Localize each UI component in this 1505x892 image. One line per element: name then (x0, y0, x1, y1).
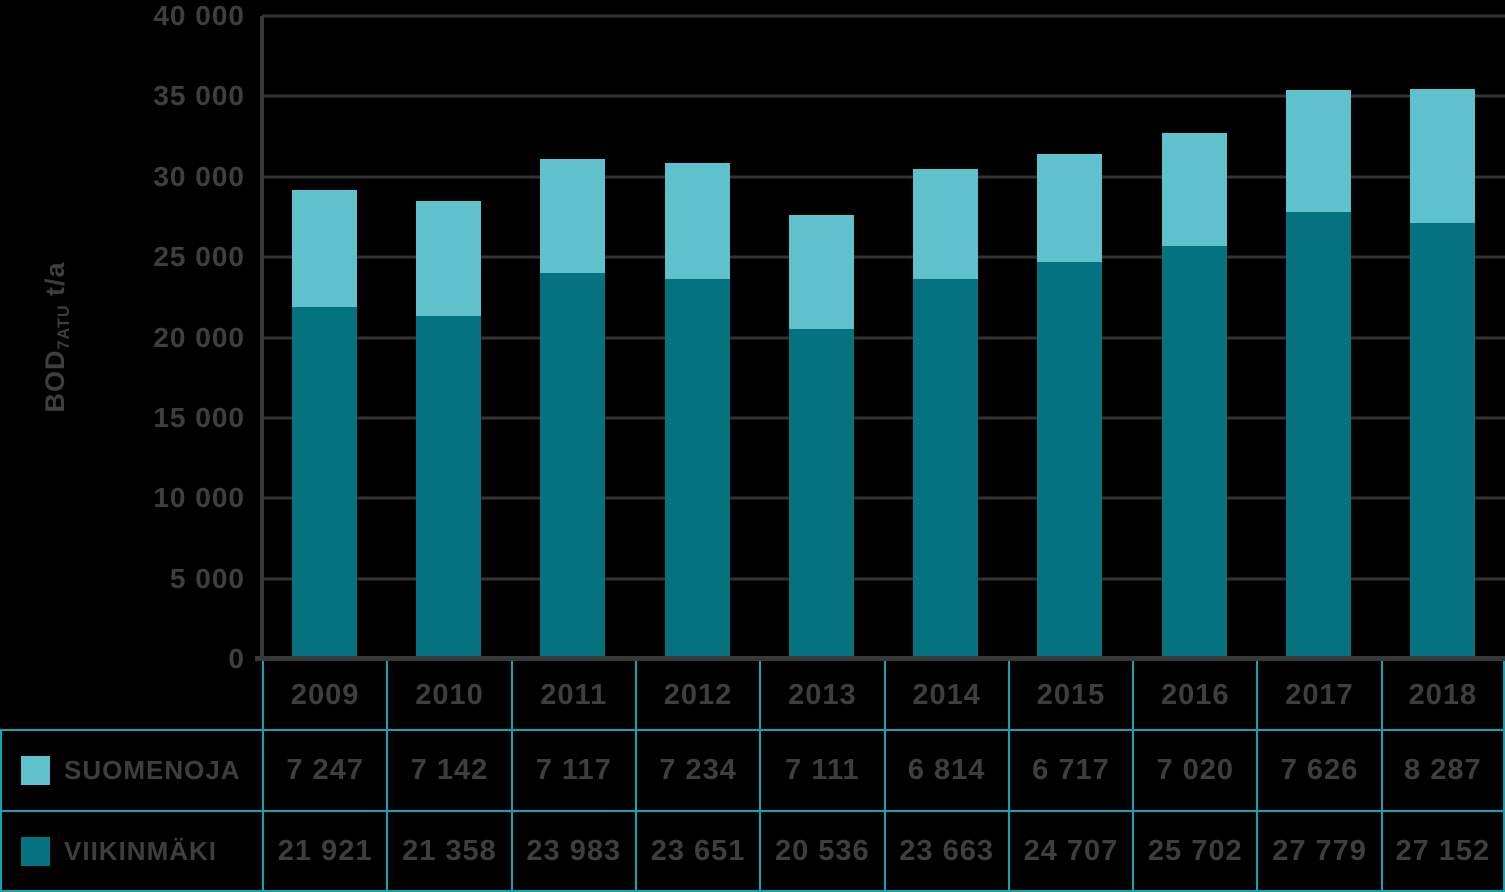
value-cell: 23 651 (634, 812, 760, 892)
value-cell: 20 536 (759, 812, 884, 892)
value-cell: 23 983 (510, 812, 635, 892)
y-axis-tick-label: 0 (228, 643, 245, 674)
gridline (262, 94, 1505, 98)
bar-segment-viikinmaki-2018 (1410, 222, 1476, 659)
bar-segment-suomenoja-2018 (1410, 89, 1476, 223)
bar-segment-suomenoja-2014 (913, 169, 979, 279)
bar-segment-viikinmaki-2014 (913, 278, 979, 659)
legend-cell-suomenoja: SUOMENOJA (0, 731, 262, 812)
plot-area (262, 14, 1505, 659)
bar-segment-suomenoja-2011 (540, 159, 606, 274)
y-axis-tick-label: 20 000 (153, 321, 245, 353)
bar-2016 (1132, 16, 1256, 659)
bar-segment-suomenoja-2009 (291, 190, 357, 307)
year-header-cell: 2013 (759, 661, 884, 731)
year-header-cell: 2016 (1132, 661, 1257, 731)
value-cell: 6 814 (883, 731, 1008, 812)
bar-segment-suomenoja-2012 (664, 162, 730, 279)
bar-segment-suomenoja-2010 (415, 200, 481, 316)
bar-2012 (635, 16, 759, 659)
gridline (262, 14, 1505, 18)
bar-segment-viikinmaki-2012 (664, 278, 730, 659)
y-axis-tick-label: 30 000 (153, 160, 245, 192)
y-axis-tick-label: 5 000 (169, 562, 245, 594)
value-cell: 27 779 (1256, 812, 1381, 892)
year-header-cell: 2018 (1380, 661, 1505, 731)
bar-segment-viikinmaki-2015 (1037, 261, 1103, 659)
gridline (262, 336, 1505, 339)
value-cell: 6 717 (1007, 731, 1133, 812)
bar-segment-viikinmaki-2017 (1286, 212, 1352, 659)
gridline (262, 416, 1505, 420)
bar-segment-suomenoja-2013 (788, 214, 854, 329)
bar-2018 (1381, 16, 1505, 659)
legend-swatch-viikinmaki (21, 836, 50, 866)
y-axis-tick-label: 35 000 (153, 80, 245, 112)
year-header-cell: 2017 (1256, 661, 1381, 731)
value-cell: 7 111 (759, 731, 884, 812)
value-cell: 8 287 (1380, 731, 1505, 812)
table-corner-cell (0, 661, 262, 731)
bar-2013 (759, 16, 883, 659)
value-cell: 7 117 (510, 731, 635, 812)
year-header-cell: 2009 (262, 661, 387, 731)
legend-label: SUOMENOJA (64, 755, 241, 785)
value-cell: 7 247 (262, 731, 387, 812)
legend-label: VIIKINMÄKI (64, 835, 217, 866)
y-axis-tick-label: 40 000 (153, 0, 245, 31)
value-cell: 23 663 (883, 812, 1008, 892)
x-axis-line (255, 656, 1505, 661)
value-cell: 25 702 (1132, 812, 1257, 892)
bar-2015 (1008, 16, 1132, 659)
year-header-cell: 2011 (510, 661, 635, 731)
legend-swatch-suomenoja (21, 756, 50, 785)
data-table: 2009 2010 2011 2012 2013 2014 2015 2016 2017 2018… (0, 661, 1505, 892)
bar-2010 (386, 16, 510, 659)
year-header-cell: 2010 (386, 661, 511, 731)
y-axis-tick-labels: 40 000 35 000 30 000 25 000 20 000 15 000 10 0… (0, 0, 245, 673)
bar-segment-viikinmaki-2010 (415, 315, 481, 659)
y-axis-tick-label: 15 000 (153, 401, 245, 433)
gridline (262, 175, 1505, 179)
bar-2009 (262, 16, 386, 659)
gridline (262, 496, 1505, 500)
bar-segment-suomenoja-2017 (1286, 89, 1352, 213)
value-cell: 21 358 (386, 812, 511, 892)
bar-segment-viikinmaki-2013 (788, 328, 854, 659)
value-cell: 7 142 (386, 731, 511, 812)
year-header-cell: 2012 (634, 661, 760, 731)
value-cell: 21 921 (262, 812, 387, 892)
value-cell: 7 626 (1256, 731, 1381, 812)
value-cell: 7 234 (634, 731, 760, 812)
bar-segment-viikinmaki-2011 (540, 273, 606, 659)
bar-segment-viikinmaki-2009 (291, 306, 357, 659)
y-axis-tick-label: 25 000 (153, 241, 245, 273)
bar-segment-suomenoja-2016 (1161, 133, 1227, 246)
value-cell: 27 152 (1380, 812, 1505, 892)
gridline (262, 577, 1505, 581)
bar-segment-viikinmaki-2016 (1161, 245, 1227, 659)
y-axis-tick-label: 10 000 (153, 482, 245, 514)
y-axis-line (260, 16, 264, 661)
legend-cell-viikinmaki: VIIKINMÄKI (0, 812, 262, 892)
bar-2014 (883, 16, 1007, 659)
year-header-cell: 2014 (883, 661, 1008, 731)
bar-2011 (511, 16, 635, 659)
year-header-cell: 2015 (1007, 661, 1133, 731)
value-cell: 7 020 (1132, 731, 1257, 812)
bar-2017 (1256, 16, 1380, 659)
value-cell: 24 707 (1007, 812, 1133, 892)
gridline (262, 255, 1505, 259)
bar-segment-suomenoja-2015 (1037, 153, 1103, 262)
